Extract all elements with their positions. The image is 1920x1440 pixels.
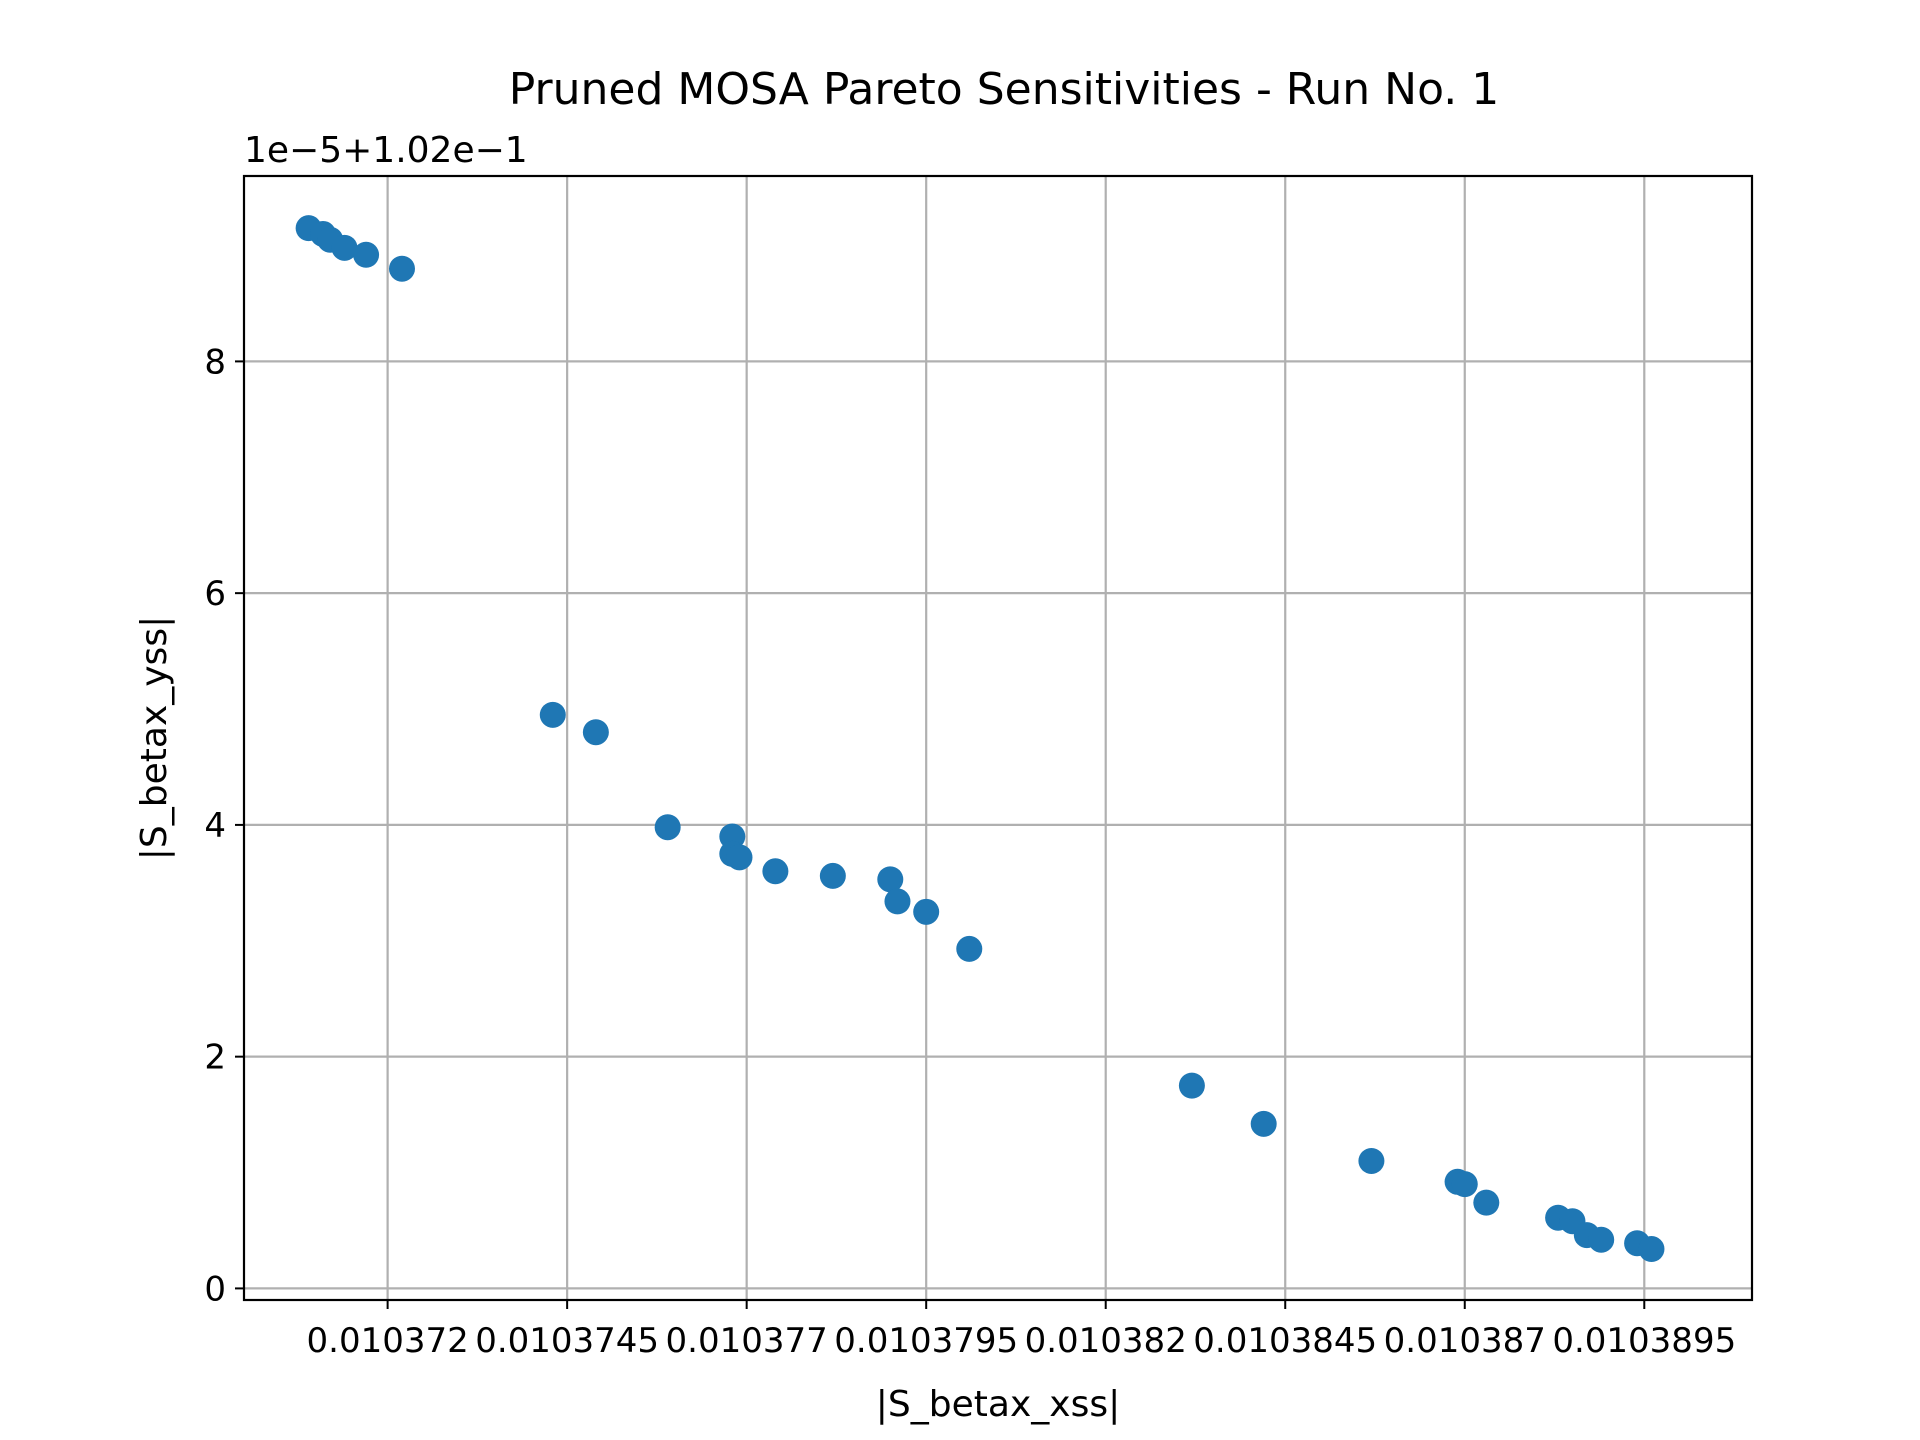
scatter-point	[582, 719, 609, 746]
x-tick-label: 0.010372	[307, 1321, 469, 1361]
x-tick-label: 0.0103795	[834, 1321, 1018, 1361]
scatter-point	[913, 898, 940, 925]
scatter-point	[726, 844, 753, 871]
x-axis-ticks: 0.010372 0.0103745 0.010377 0.0103795 0.0103…	[307, 1300, 1736, 1361]
scatter-point	[1178, 1072, 1205, 1099]
y-tick-label: 8	[204, 342, 226, 382]
scatter-point	[654, 814, 681, 841]
x-tick-label: 0.0103895	[1552, 1321, 1736, 1361]
y-axis-offset-text: 1e−5+1.02e−1	[244, 130, 528, 171]
y-axis-ticks: 0 2 4 6 8	[204, 342, 244, 1309]
plot-frame	[242, 174, 1754, 1302]
scatter-point	[956, 935, 983, 962]
x-tick-label: 0.010377	[666, 1321, 828, 1361]
y-tick-label: 0	[204, 1269, 226, 1309]
scatter-point	[819, 862, 846, 889]
x-axis-label: |S_betax_xss|	[876, 1384, 1120, 1425]
scatter-point	[331, 234, 358, 261]
scatter-point	[1358, 1147, 1385, 1174]
scatter-point	[877, 866, 904, 893]
x-tick-label: 0.0103745	[475, 1321, 659, 1361]
scatter-point	[884, 888, 911, 915]
scatter-point	[1451, 1171, 1478, 1198]
scatter-point	[388, 255, 415, 282]
scatter-point	[353, 241, 380, 268]
x-tick-label: 0.0103845	[1193, 1321, 1377, 1361]
y-tick-label: 2	[204, 1038, 226, 1078]
scatter-point	[762, 858, 789, 885]
y-tick-label: 4	[204, 806, 226, 846]
x-tick-label: 0.010382	[1025, 1321, 1187, 1361]
scatter-point	[1473, 1189, 1500, 1216]
y-axis-label: |S_betax_yss|	[134, 616, 175, 860]
chart-title: Pruned MOSA Pareto Sensitivities - Run N…	[509, 64, 1499, 115]
scatter-point	[1638, 1236, 1665, 1263]
scatter-point	[1250, 1110, 1277, 1137]
x-tick-label: 0.010387	[1384, 1321, 1546, 1361]
scatter-point	[539, 701, 566, 728]
scatter-point	[1588, 1226, 1615, 1253]
data-points	[295, 215, 1665, 1263]
y-tick-label: 6	[204, 574, 226, 614]
grid-lines	[244, 176, 1752, 1300]
